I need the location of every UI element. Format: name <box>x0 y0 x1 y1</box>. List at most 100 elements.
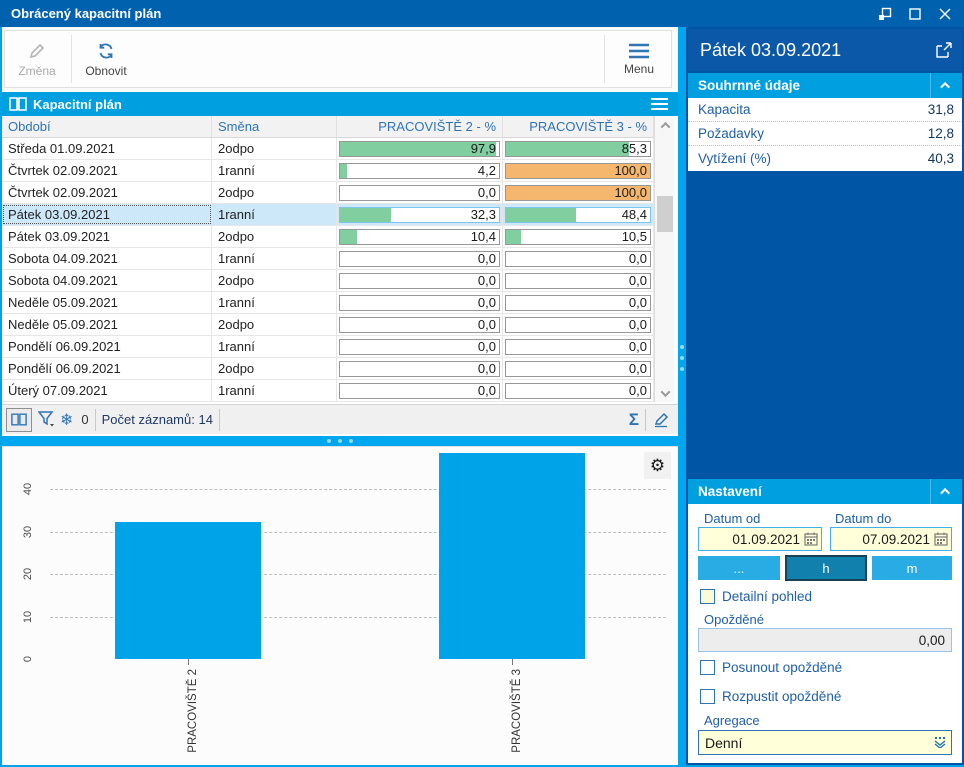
detail-header-title: Pátek 03.09.2021 <box>700 39 842 60</box>
chevron-up-icon <box>940 81 951 92</box>
progress-bar: 48,4 <box>505 206 651 223</box>
detail-view-checkbox[interactable] <box>700 589 715 604</box>
dissolve-delayed-checkbox[interactable] <box>700 689 715 704</box>
change-button[interactable]: Změna <box>5 31 69 87</box>
menu-icon <box>628 43 650 59</box>
collapse-button[interactable] <box>930 73 962 98</box>
workplace2-cell: 0,0 <box>337 270 503 291</box>
workplace2-cell: 97,9 <box>337 138 503 159</box>
table-row[interactable]: Pátek 03.09.2021 2odpo 10,4 10,5 <box>2 226 654 248</box>
scroll-up-icon[interactable] <box>655 116 675 134</box>
summary-body: Kapacita 31,8 Požadavky 12,8 Vytížení (%… <box>688 98 962 171</box>
chart-area: 0 10 20 30 40 PRACOVIŠTĚ 2 PRACOVIŠTĚ 3 ⚙ <box>2 446 678 765</box>
table-scrollbar[interactable] <box>654 116 674 402</box>
workplace2-cell: 0,0 <box>337 358 503 379</box>
table-row[interactable]: Pondělí 06.09.2021 2odpo 0,0 0,0 <box>2 358 654 380</box>
workplace3-cell: 100,0 <box>503 160 654 181</box>
menu-button[interactable]: Menu <box>607 31 671 87</box>
x-axis-tick <box>512 659 513 665</box>
calendar-icon[interactable] <box>804 532 818 546</box>
table-row[interactable]: Neděle 05.09.2021 1ranní 0,0 0,0 <box>2 292 654 314</box>
table-row[interactable]: Čtvrtek 02.09.2021 1ranní 4,2 100,0 <box>2 160 654 182</box>
table-row[interactable]: Neděle 05.09.2021 2odpo 0,0 0,0 <box>2 314 654 336</box>
progress-bar: 10,5 <box>505 228 651 245</box>
summary-row: Kapacita 31,8 <box>688 98 962 122</box>
date-to-field[interactable]: 07.09.2021 <box>830 527 952 551</box>
progress-bar: 0,0 <box>339 250 500 267</box>
collapse-button[interactable] <box>930 479 962 504</box>
date-from-field[interactable]: 01.09.2021 <box>698 527 822 551</box>
x-axis-category-label: PRACOVIŠTĚ 2 <box>187 669 199 753</box>
refresh-button[interactable]: Obnovit <box>74 31 138 87</box>
summary-value: 40,3 <box>927 150 954 166</box>
workplace2-cell: 0,0 <box>337 380 503 401</box>
table-row[interactable]: Sobota 04.09.2021 1ranní 0,0 0,0 <box>2 248 654 270</box>
status-separator <box>218 408 220 431</box>
period-cell: Pátek 03.09.2021 <box>2 204 212 225</box>
period-cell: Sobota 04.09.2021 <box>2 270 212 291</box>
aggregation-value: Denní <box>705 734 743 751</box>
aggregation-dropdown[interactable]: Denní <box>698 730 952 755</box>
progress-bar: 100,0 <box>505 162 651 179</box>
date-from-value: 01.09.2021 <box>732 531 800 547</box>
frozen-icon[interactable]: ❄ <box>60 411 74 429</box>
table-row[interactable]: Úterý 07.09.2021 1ranní 0,0 0,0 <box>2 380 654 402</box>
horizontal-splitter[interactable] <box>2 436 678 446</box>
filter-icon[interactable] <box>32 411 60 428</box>
aggregation-label: Agregace <box>704 713 760 728</box>
column-header-workplace2[interactable]: PRACOVIŠTĚ 2 - % <box>337 116 503 137</box>
workplace2-cell: 32,3 <box>337 204 503 225</box>
chart-bar[interactable] <box>439 453 585 659</box>
range-button-m[interactable]: m <box>872 556 952 580</box>
shift-cell: 2odpo <box>212 270 337 291</box>
card-view-button[interactable] <box>6 407 32 432</box>
chart-bar[interactable] <box>115 521 261 659</box>
close-icon[interactable] <box>930 0 960 27</box>
column-header-workplace3[interactable]: PRACOVIŠTĚ 3 - % <box>503 116 654 137</box>
progress-bar: 0,0 <box>339 360 500 377</box>
workplace3-cell: 100,0 <box>503 182 654 203</box>
summary-label: Vytížení (%) <box>698 150 772 166</box>
scrollbar-thumb[interactable] <box>657 196 673 232</box>
workplace2-cell: 0,0 <box>337 248 503 269</box>
workplace3-cell: 0,0 <box>503 314 654 335</box>
restore-icon[interactable] <box>870 0 900 27</box>
maximize-icon[interactable] <box>900 0 930 27</box>
scroll-down-icon[interactable] <box>655 384 675 402</box>
book-icon <box>9 97 27 111</box>
table-body: Středa 01.09.2021 2odpo 97,9 85,3 Čtvrte… <box>2 138 654 402</box>
calendar-icon[interactable] <box>934 532 948 546</box>
table-row[interactable]: Čtvrtek 02.09.2021 2odpo 0,0 100,0 <box>2 182 654 204</box>
popout-icon[interactable] <box>936 42 952 58</box>
sum-icon[interactable]: Σ <box>628 409 639 429</box>
x-axis-category-label: PRACOVIŠTĚ 3 <box>511 669 523 753</box>
progress-bar: 0,0 <box>339 382 500 399</box>
range-button-ellipsis[interactable]: ... <box>698 556 780 580</box>
vertical-splitter[interactable] <box>678 27 686 765</box>
table-row[interactable]: Středa 01.09.2021 2odpo 97,9 85,3 <box>2 138 654 160</box>
shift-cell: 2odpo <box>212 138 337 159</box>
period-cell: Čtvrtek 02.09.2021 <box>2 182 212 203</box>
workplace2-cell: 0,0 <box>337 314 503 335</box>
grid-menu-icon[interactable] <box>651 98 668 110</box>
period-cell: Pátek 03.09.2021 <box>2 226 212 247</box>
range-button-h[interactable]: h <box>785 555 867 581</box>
table-row[interactable]: Pondělí 06.09.2021 1ranní 0,0 0,0 <box>2 336 654 358</box>
edit-icon[interactable] <box>652 411 670 429</box>
table-row[interactable]: Sobota 04.09.2021 2odpo 0,0 0,0 <box>2 270 654 292</box>
dropdown-chevron-icon <box>934 737 946 748</box>
column-header-period[interactable]: Období <box>2 116 212 137</box>
settings-section-header[interactable]: Nastavení <box>688 479 962 504</box>
progress-bar: 0,0 <box>505 382 651 399</box>
progress-bar: 0,0 <box>505 250 651 267</box>
shift-cell: 2odpo <box>212 182 337 203</box>
status-separator <box>645 408 646 431</box>
table-row[interactable]: Pátek 03.09.2021 1ranní 32,3 48,4 <box>2 204 654 226</box>
workplace2-cell: 10,4 <box>337 226 503 247</box>
summary-section-header[interactable]: Souhrnné údaje <box>688 73 962 98</box>
chart-settings-button[interactable]: ⚙ <box>644 452 671 479</box>
column-header-shift[interactable]: Směna <box>212 116 337 137</box>
progress-bar: 100,0 <box>505 184 651 201</box>
shift-delayed-checkbox[interactable] <box>700 660 715 675</box>
progress-bar: 0,0 <box>505 316 651 333</box>
